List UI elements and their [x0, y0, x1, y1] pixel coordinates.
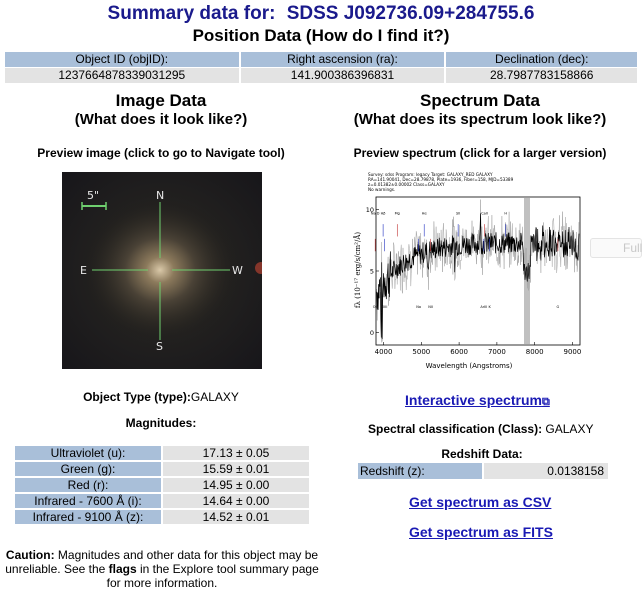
magnitudes-title: Magnitudes:: [125, 416, 197, 430]
y-tick-label: 5: [370, 268, 374, 276]
fits-link[interactable]: Get spectrum as FITS: [409, 524, 553, 540]
spectrum-xlabel: Wavelength (Angstroms): [426, 362, 513, 370]
preview-spectrum-label: Preview spectrum (click for a larger ver…: [353, 146, 607, 160]
magnitudes-table: Ultraviolet (u): 17.13 ± 0.05 Green (g): 1…: [13, 444, 311, 526]
line-label: OII: [373, 305, 378, 309]
line-label: G: [557, 305, 560, 309]
summary-header: Summary data for: SDSS J092736.09+284755…: [0, 3, 642, 25]
preview-image[interactable]: 5" N S E W: [62, 172, 262, 369]
position-data-title: Position Data (How do I find it?): [192, 26, 450, 45]
spectral-class-label: Spectral classification (Class):: [368, 422, 543, 436]
mag-band: Infrared - 9100 Å (z):: [15, 510, 161, 524]
caution-note: Caution: Magnitudes and other data for t…: [3, 548, 321, 590]
line-label: ArIII: [480, 305, 487, 309]
table-row: Ultraviolet (u): 17.13 ± 0.05: [15, 446, 309, 460]
ra-value: 141.900386396831: [240, 68, 445, 83]
position-table: Object ID (objID): Right ascension (ra):…: [3, 51, 639, 84]
line-label: K: [489, 305, 492, 309]
line-label: SII: [456, 211, 460, 215]
compass-north: N: [156, 189, 164, 202]
spectrum-line: [376, 213, 580, 340]
redshift-value: 0.0138158: [484, 463, 608, 479]
dec-value: 28.7987783158866: [446, 68, 637, 83]
spectral-class-value: GALAXY: [545, 422, 594, 436]
spectrum-data-title: Spectrum Data: [420, 91, 540, 110]
plot-frame: [375, 196, 581, 346]
compass-west: W: [232, 264, 243, 277]
line-label: CaII: [481, 211, 488, 215]
x-tick-label: 7000: [488, 348, 506, 356]
caution-text-2: in the Explore tool summary page for mor…: [106, 562, 319, 590]
preview-image-label: Preview image (click to go to Navigate t…: [37, 146, 285, 160]
mag-band: Ultraviolet (u):: [15, 446, 161, 460]
emission-line-markers: OII Hβ OIII Mg Na Hα NII SII ArIII CaII K H G Na D: [371, 211, 560, 309]
x-tick-label: 6000: [450, 348, 468, 356]
line-label: Mg: [395, 211, 400, 215]
interactive-spectrum-link[interactable]: Interactive spectrum⧉: [405, 392, 550, 409]
compass-east: E: [80, 264, 87, 277]
y-tick-label: 10: [366, 206, 374, 214]
image-data-title: Image Data: [115, 91, 207, 110]
mag-value: 14.95 ± 0.00: [163, 478, 309, 492]
redshift-title: Redshift Data:: [441, 447, 523, 461]
line-label: Na D: [371, 211, 380, 215]
y-tick-label: 0: [370, 329, 374, 337]
scale-label: 5": [87, 189, 99, 202]
compass-south: S: [156, 340, 163, 353]
spectrum-error-line: [376, 199, 580, 343]
spectrum-ylabel: fλ (10⁻¹⁷ erg/s/cm²/Å): [353, 232, 362, 308]
flags-link[interactable]: flags: [108, 562, 137, 576]
x-tick-label: 9000: [564, 348, 582, 356]
line-label: Hα: [422, 211, 428, 215]
csv-link[interactable]: Get spectrum as CSV: [409, 494, 552, 510]
interactive-spectrum-label[interactable]: Interactive spectrum: [405, 392, 542, 408]
x-tick-label: 5000: [412, 348, 430, 356]
table-row: Redshift (z): 0.0138158: [358, 463, 608, 479]
caution-label: Caution:: [5, 548, 55, 562]
object-type: Object Type (type):GALAXY: [0, 390, 322, 404]
mag-value: 17.13 ± 0.05: [163, 446, 309, 460]
dec-header: Declination (dec):: [446, 52, 637, 67]
x-tick-label: 8000: [526, 348, 544, 356]
line-label: Hβ: [381, 211, 386, 215]
mag-value: 14.52 ± 0.01: [163, 510, 309, 524]
spectrum-plot: Survey: sdss Program: legacy Target: GAL…: [353, 172, 582, 370]
mag-value: 14.64 ± 0.00: [163, 494, 309, 508]
redshift-table: Redshift (z): 0.0138158: [356, 463, 610, 479]
line-label: H: [504, 211, 507, 215]
ra-header: Right ascension (ra):: [240, 52, 445, 67]
plot-header-line: Survey: sdss Program: legacy Target: GAL…: [368, 172, 493, 177]
image-data-subtitle: (What does it look like?): [74, 111, 248, 128]
object-name: SDSS J092736.09+284755.6: [286, 3, 535, 24]
mag-band: Red (r):: [15, 478, 161, 492]
line-label: OIII: [382, 305, 388, 309]
table-row: Red (r): 14.95 ± 0.00: [15, 478, 309, 492]
table-row: Green (g): 15.59 ± 0.01: [15, 462, 309, 476]
mag-value: 15.59 ± 0.01: [163, 462, 309, 476]
full-button[interactable]: Full: [590, 238, 642, 258]
galaxy-image: 5" N S E W: [62, 172, 262, 369]
summary-prefix: Summary data for:: [107, 3, 276, 24]
table-row: Infrared - 7600 Å (i): 14.64 ± 0.00: [15, 494, 309, 508]
plot-header-line: No warnings.: [368, 187, 395, 192]
caution-text-1: Magnitudes and other data for this objec…: [5, 548, 319, 576]
spectrum-data-subtitle: (What does its spectrum look like?): [353, 111, 607, 128]
tick-group: 4000 5000 6000 7000 8000 9000 10 5 0: [366, 206, 582, 356]
line-label: Na: [416, 305, 421, 309]
mag-band: Infrared - 7600 Å (i):: [15, 494, 161, 508]
x-tick-label: 4000: [375, 348, 393, 356]
mag-band: Green (g):: [15, 462, 161, 476]
spectral-class: Spectral classification (Class): GALAXY: [368, 422, 593, 436]
table-row: Infrared - 9100 Å (z): 14.52 ± 0.01: [15, 510, 309, 524]
line-label: NII: [428, 305, 433, 309]
external-link-icon: ⧉: [541, 396, 550, 408]
plot-header-line: z=0.01382±0.00002 Class=GALAXY: [368, 182, 445, 187]
plot-header-line: RA=141.90041, Dec=28.79878, Plate=1936, …: [368, 177, 514, 182]
redshift-label: Redshift (z):: [358, 463, 482, 479]
objid-header: Object ID (objID):: [5, 52, 239, 67]
object-type-value: GALAXY: [190, 390, 239, 404]
object-type-label: Object Type (type):: [83, 390, 191, 404]
preview-spectrum[interactable]: Survey: sdss Program: legacy Target: GAL…: [352, 170, 586, 374]
objid-value: 1237664878339031295: [5, 68, 239, 83]
